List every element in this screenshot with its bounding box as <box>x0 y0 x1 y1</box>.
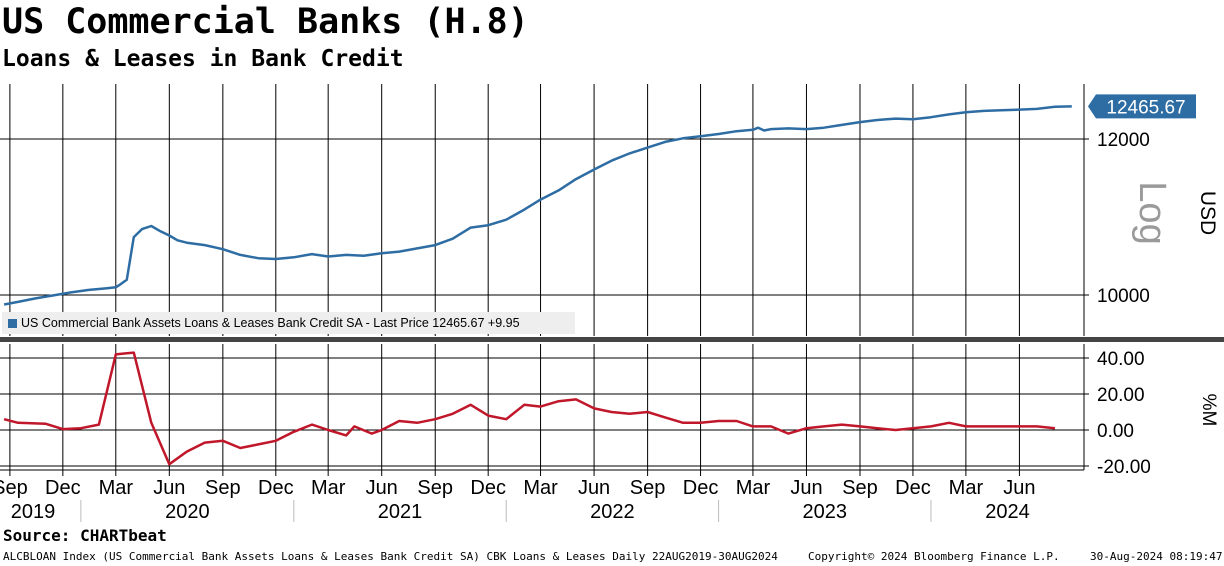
x-year-label: 2024 <box>985 501 1030 523</box>
x-month-label: Dec <box>470 477 506 499</box>
bottom-panel-gridlines <box>0 344 1084 470</box>
top-y-axis-label: USD <box>1196 191 1219 235</box>
bottom-y-tick-label: 40.00 <box>1097 349 1145 370</box>
top-y-tick-label: 10000 <box>1097 286 1150 307</box>
log-scale-label: Log <box>1131 181 1173 244</box>
top-panel-gridlines <box>0 84 1084 336</box>
axis-annotations: 12465.67 USD Log %M <box>1088 94 1219 426</box>
last-price-tag <box>1088 94 1196 119</box>
copyright-note: Copyright© 2024 Bloomberg Finance L.P. <box>808 550 1060 563</box>
bottom-y-tick-label: 20.00 <box>1097 385 1145 406</box>
panel-divider <box>0 337 1224 342</box>
x-month-label: Sep <box>205 477 241 499</box>
x-month-label: Dec <box>895 477 931 499</box>
x-month-label: Jun <box>366 477 398 499</box>
x-month-label: Sep <box>842 477 878 499</box>
bottom-y-axis-label: %M <box>1198 394 1219 427</box>
x-month-label: Mar <box>311 477 346 499</box>
x-month-label: Mar <box>523 477 558 499</box>
bottom-y-tick-label: -20.00 <box>1097 457 1151 478</box>
x-month-label: Jun <box>153 477 185 499</box>
bottom-panel-series <box>3 351 1056 466</box>
bottom-y-tick-label: 0.00 <box>1097 421 1134 442</box>
x-year-label: 2023 <box>803 501 848 523</box>
x-axis: Sep Dec Mar Jun Sep Dec Mar Jun Sep Dec Mar Jun Sep D… <box>0 470 1036 523</box>
x-month-label: Jun <box>578 477 610 499</box>
top-panel-series <box>3 105 1072 306</box>
x-month-label: Mar <box>99 477 134 499</box>
x-month-label: Sep <box>417 477 453 499</box>
panel-frames <box>0 84 1224 471</box>
last-price-label: 12465.67 <box>1106 97 1185 118</box>
x-year-label: 2019 <box>11 501 56 523</box>
bottom-panel-y-axis: 40.00 20.00 0.00 -20.00 <box>1084 349 1151 478</box>
ticker-info: ALCBLOAN Index (US Commercial Bank Asset… <box>3 550 778 563</box>
top-y-tick-label: 12000 <box>1097 130 1150 151</box>
x-year-label: 2022 <box>590 501 635 523</box>
loans-leases-series-line <box>3 105 1072 306</box>
x-month-label: Sep <box>630 477 666 499</box>
x-month-label: Dec <box>45 477 81 499</box>
x-month-label: Jun <box>1003 477 1035 499</box>
legend-swatch <box>8 319 17 328</box>
x-month-label: Sep <box>0 477 28 499</box>
chart-subtitle: Loans & Leases in Bank Credit <box>2 46 404 72</box>
top-panel-y-axis: 10000 12000 <box>1084 130 1150 307</box>
x-month-label: Jun <box>790 477 822 499</box>
monthly-change-series-line <box>3 351 1056 466</box>
timestamp: 30-Aug-2024 08:19:47 <box>1090 550 1223 563</box>
x-month-label: Dec <box>683 477 719 499</box>
x-month-label: Mar <box>736 477 771 499</box>
x-month-label: Mar <box>949 477 984 499</box>
x-month-label: Dec <box>258 477 294 499</box>
chart-title: US Commercial Banks (H.8) <box>2 2 529 42</box>
x-year-label: 2021 <box>378 501 423 523</box>
legend: US Commercial Bank Assets Loans & Leases… <box>2 312 575 334</box>
legend-label: US Commercial Bank Assets Loans & Leases… <box>21 316 520 330</box>
source-note: Source: CHARTbeat <box>3 526 167 545</box>
x-year-label: 2020 <box>165 501 210 523</box>
